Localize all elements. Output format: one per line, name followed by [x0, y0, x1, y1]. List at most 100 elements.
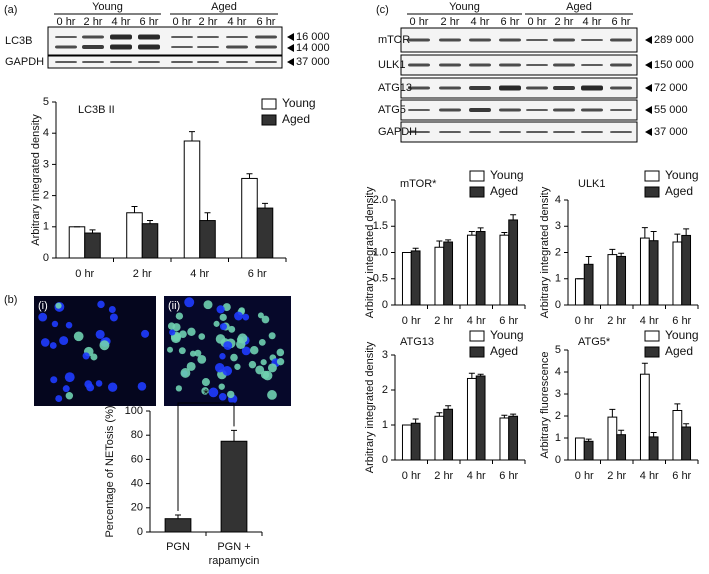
error-bar	[641, 362, 648, 375]
group-label: Young	[449, 1, 480, 13]
legend-swatch	[644, 170, 660, 182]
error-bar	[262, 202, 269, 209]
bar	[607, 416, 618, 461]
legend-swatch	[644, 346, 660, 358]
chart-title: ATG5*	[578, 336, 611, 348]
y-tick-label: 1	[43, 221, 49, 233]
cell	[215, 334, 226, 344]
x-tick-label: 2 hr	[434, 315, 453, 327]
cell	[242, 313, 250, 321]
y-tick-label: 3	[43, 158, 49, 170]
y-tick-label: 4	[555, 194, 561, 206]
y-tick-label: 1.0	[373, 246, 388, 258]
y-tick-label: 100	[125, 405, 143, 417]
bar	[410, 422, 421, 461]
bar	[220, 440, 248, 533]
cell	[65, 392, 74, 400]
cell	[230, 353, 238, 362]
cell	[248, 360, 257, 369]
bar	[508, 219, 519, 306]
bar	[607, 254, 618, 306]
error-bar	[468, 372, 475, 379]
blot-band	[581, 108, 603, 112]
blot-band	[499, 131, 521, 133]
cell	[62, 385, 70, 393]
error-bar	[477, 373, 484, 376]
cell	[241, 346, 251, 356]
blot-band	[553, 38, 575, 42]
bar	[616, 255, 627, 306]
bar	[574, 278, 585, 306]
y-axis-label: Arbitrary fluorescence	[539, 352, 551, 459]
blot-band	[553, 63, 575, 67]
bar	[183, 140, 201, 259]
x-tick-label: 0 hr	[75, 268, 94, 280]
significance-bracket	[177, 402, 235, 512]
error-bar	[585, 255, 592, 265]
lane-label: 0 hr	[57, 16, 76, 28]
marker-arrow	[645, 36, 652, 44]
y-tick-label: 1	[555, 432, 561, 444]
error-bar	[650, 231, 657, 241]
lane-label: 2 hr	[199, 16, 218, 28]
marker-label: 14 000	[296, 42, 330, 54]
blot-band	[55, 36, 77, 38]
blot-band	[526, 64, 548, 66]
y-tick-label: 4	[43, 127, 49, 139]
cell	[236, 339, 246, 350]
row-label: ULK1	[378, 59, 406, 71]
x-tick-label: 4 hr	[640, 315, 659, 327]
y-tick-label: 2	[555, 410, 561, 422]
error-bar	[641, 227, 648, 239]
cell	[172, 323, 181, 332]
blot-band	[439, 86, 461, 90]
marker-label: 150 000	[654, 59, 694, 71]
x-tick-label: 2 hr	[133, 268, 152, 280]
blot-band	[110, 44, 132, 50]
y-axis-label: Arbitrary integrated density	[30, 114, 42, 246]
error-bar	[650, 432, 657, 437]
marker-label: 37 000	[296, 56, 330, 68]
blot-band	[469, 86, 491, 90]
y-tick-label: 0	[555, 454, 561, 466]
bar	[164, 518, 192, 533]
blot-band	[499, 85, 521, 91]
y-tick-label: 80	[131, 429, 143, 441]
bar	[639, 237, 650, 306]
cell	[86, 383, 95, 392]
blot-band	[526, 131, 548, 133]
blot-box	[47, 26, 283, 56]
x-tick-label: 4 hr	[467, 470, 486, 482]
y-axis-label: Arbitrary integrated density	[364, 341, 376, 473]
panel-label: (a)	[4, 4, 17, 16]
marker-arrow	[645, 61, 652, 69]
x-tick-label: 4 hr	[190, 268, 209, 280]
cell	[108, 306, 116, 313]
bar	[475, 231, 486, 306]
cell	[203, 300, 213, 310]
group-label: Aged	[566, 1, 592, 13]
cell	[109, 313, 118, 322]
y-tick-label: 0	[382, 454, 388, 466]
cell	[214, 362, 225, 373]
blot-band	[171, 36, 193, 38]
y-tick-label: 20	[131, 502, 143, 514]
blot-band	[610, 63, 632, 67]
error-bar	[436, 412, 443, 417]
cell	[137, 382, 147, 391]
error-bar	[412, 418, 419, 424]
y-tick-label: 1	[382, 419, 388, 431]
x-tick-label: 4 hr	[467, 315, 486, 327]
cell	[189, 350, 197, 357]
cell	[219, 353, 226, 360]
error-bar	[231, 429, 237, 442]
error-bar	[609, 248, 616, 255]
lane-label: 6 hr	[257, 16, 276, 28]
y-tick-label: 2	[382, 384, 388, 396]
cell	[218, 383, 225, 390]
blot-band	[439, 108, 461, 112]
marker-arrow	[287, 33, 294, 41]
bar	[410, 250, 421, 306]
blot-band	[82, 61, 104, 63]
error-bar	[585, 438, 592, 442]
